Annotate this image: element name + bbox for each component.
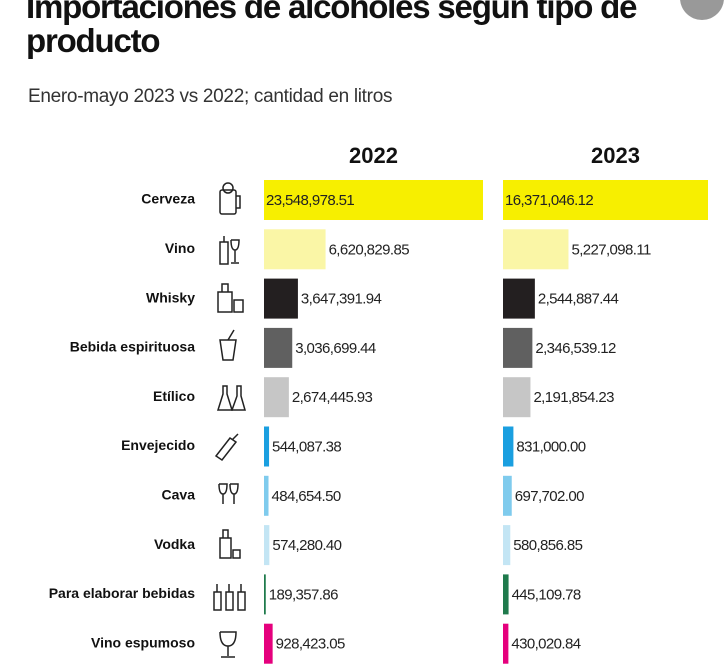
value-label: 16,371,046.12	[505, 192, 593, 209]
value-label: 189,357.86	[269, 586, 338, 603]
bar	[264, 377, 289, 418]
value-label: 2,191,854.23	[533, 389, 614, 406]
value-label: 3,647,391.94	[301, 291, 382, 308]
bar	[503, 623, 509, 664]
bottles-icon	[213, 584, 246, 611]
category-label: Envejecido	[121, 437, 195, 453]
value-label: 2,346,539.12	[535, 340, 616, 357]
value-label: 23,548,978.51	[266, 192, 354, 209]
value-label: 5,227,098.11	[571, 241, 651, 258]
bar	[503, 377, 531, 418]
bar	[503, 574, 509, 615]
bar	[503, 229, 569, 270]
value-label: 697,702.00	[515, 488, 584, 505]
bar	[503, 327, 533, 368]
category-label: Bebida espirituosa	[70, 339, 195, 355]
value-label: 2,674,445.93	[292, 389, 373, 406]
aged-icon	[214, 433, 239, 462]
bar	[264, 278, 298, 319]
cava-icon	[218, 483, 239, 504]
icons	[213, 182, 246, 658]
value-label: 484,654.50	[272, 488, 341, 505]
value-label: 544,087.38	[272, 438, 341, 455]
bar	[264, 180, 483, 220]
whisky-icon	[217, 283, 244, 313]
category-label: Etílico	[153, 388, 195, 404]
value-label: 580,856.85	[513, 537, 582, 554]
bar	[264, 327, 293, 368]
bar	[503, 525, 511, 566]
vodka-icon	[219, 529, 241, 559]
category-label: Vino	[165, 240, 195, 256]
corner-button	[680, 0, 724, 20]
category-label: Vodka	[154, 536, 195, 552]
chart-title: Importaciones de alcoholes según tipo de…	[26, 0, 637, 59]
beer-icon	[219, 182, 241, 215]
value-label: 445,109.78	[512, 586, 581, 603]
value-label: 2,544,887.44	[538, 291, 619, 308]
category-label: Vino espumoso	[91, 634, 195, 650]
category-label: Whisky	[146, 289, 195, 305]
value-label: 928,423.05	[276, 636, 345, 653]
bar	[503, 180, 708, 220]
category-label: Para elaborar bebidas	[49, 585, 196, 601]
series-header: 2022	[349, 143, 398, 168]
bar	[503, 475, 512, 516]
ethyl-icon	[216, 385, 246, 411]
bar	[503, 426, 514, 467]
value-label: 3,036,699.44	[295, 340, 376, 357]
value-label: 831,000.00	[516, 438, 585, 455]
bar	[264, 229, 326, 270]
bar	[264, 426, 270, 467]
bar	[503, 278, 535, 319]
bar	[264, 574, 266, 615]
series-header: 2023	[591, 143, 640, 168]
value-label: 6,620,829.85	[329, 241, 410, 258]
chart-subtitle: Enero-mayo 2023 vs 2022; cantidad en lit…	[28, 86, 393, 107]
wine-icon	[219, 236, 240, 265]
value-label: 574,280.40	[272, 537, 341, 554]
bar	[264, 475, 269, 516]
sparkling-icon	[219, 631, 237, 658]
spirits-icon	[219, 329, 237, 361]
bar	[264, 623, 273, 664]
value-label: 430,020.84	[511, 636, 580, 653]
category-label: Cava	[162, 487, 196, 503]
category-label: Cerveza	[141, 191, 195, 207]
bar	[264, 525, 270, 566]
